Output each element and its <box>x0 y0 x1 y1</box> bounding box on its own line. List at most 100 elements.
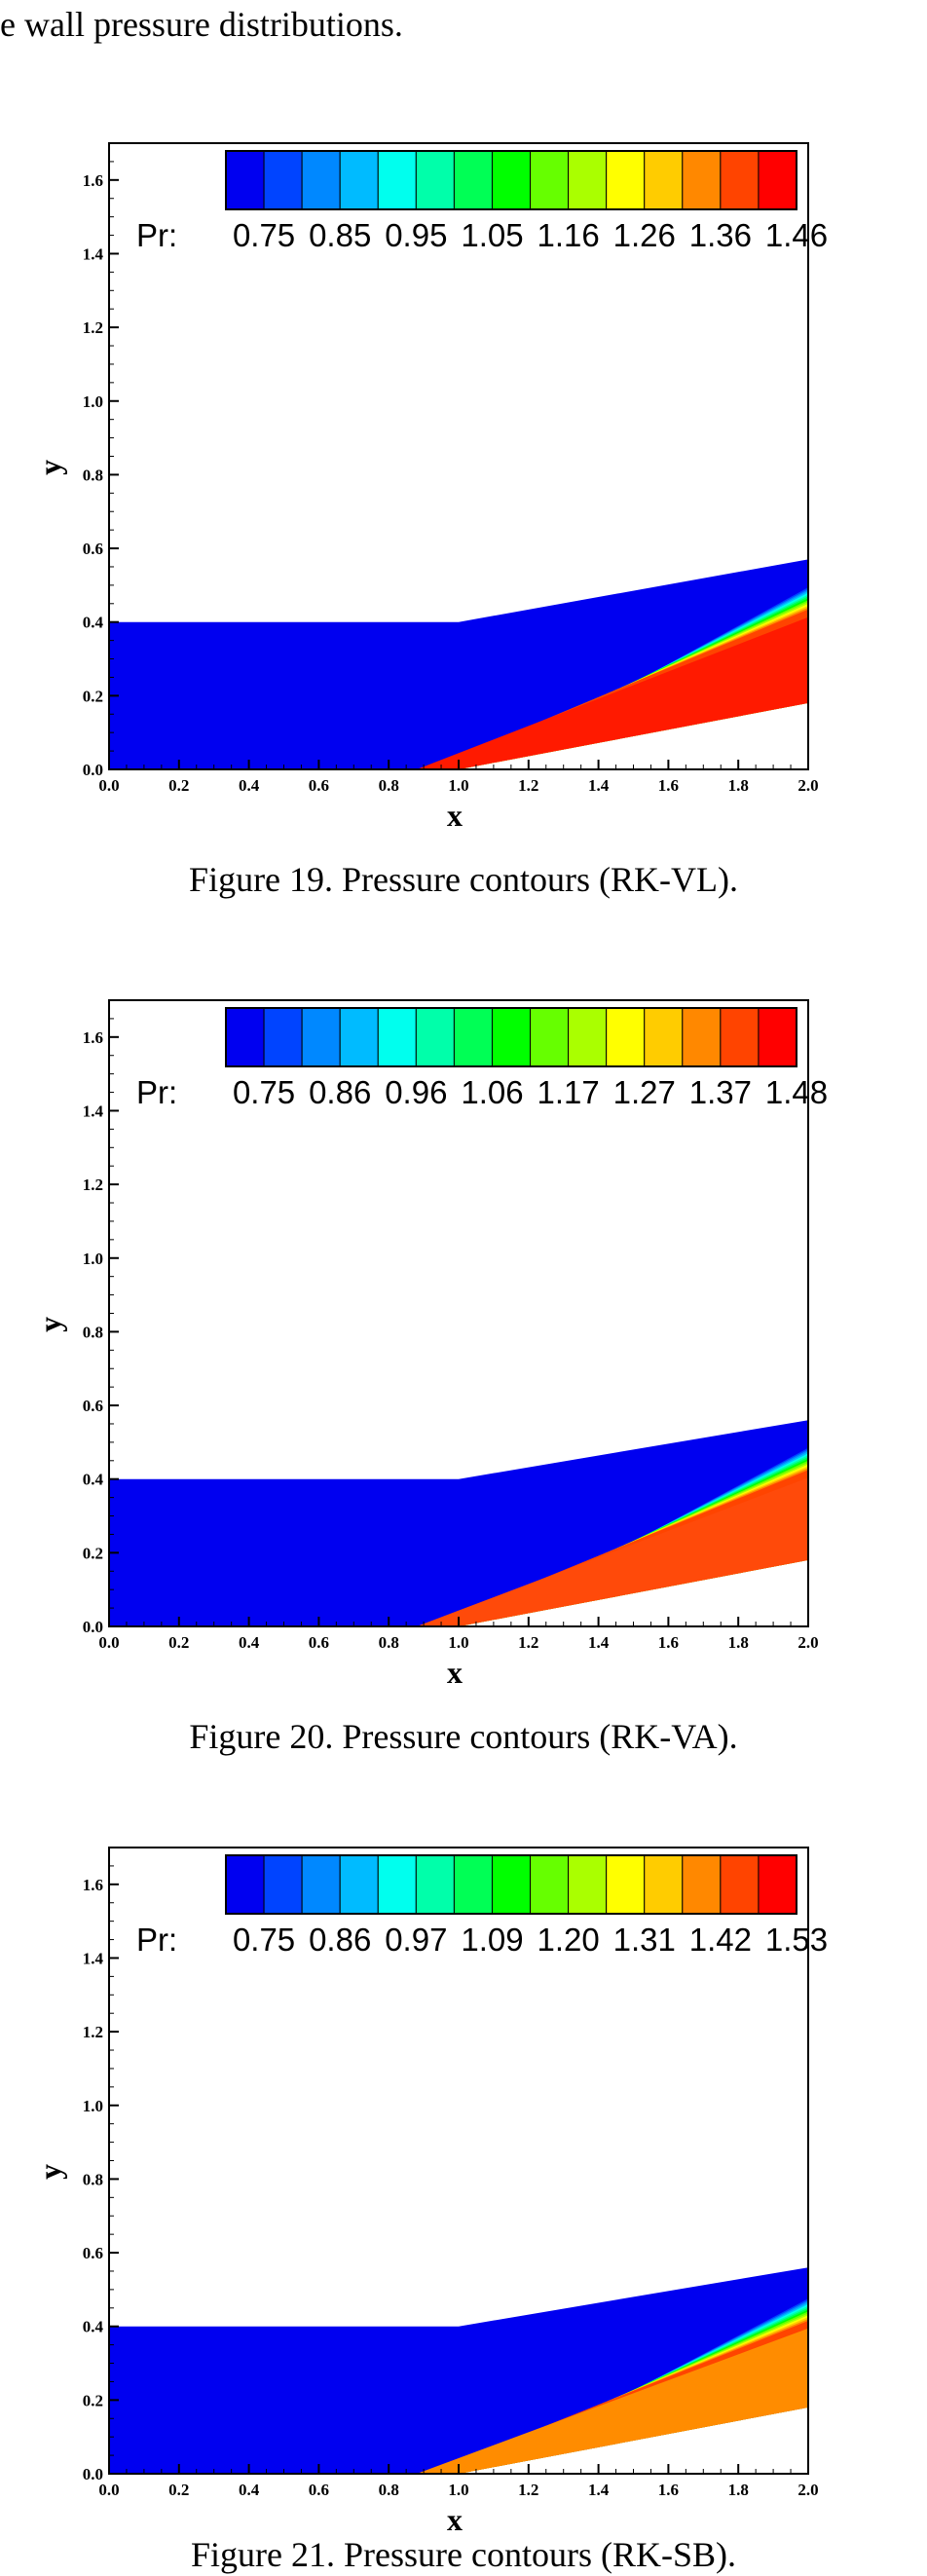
x-tick-label: 2.0 <box>797 2481 818 2499</box>
y-axis-label: y <box>32 1317 67 1332</box>
x-tick-label: 1.0 <box>448 2481 468 2499</box>
legend-swatch <box>453 150 493 210</box>
legend-swatch <box>530 1007 570 1067</box>
legend-swatch <box>415 1007 455 1067</box>
legend-level-label: 1.27 <box>613 1074 676 1110</box>
legend-swatch <box>415 150 455 210</box>
legend-swatch <box>606 1007 646 1067</box>
x-tick-label: 0.2 <box>168 1633 189 1652</box>
legend-swatch <box>377 1007 417 1067</box>
legend-swatch <box>339 1007 379 1067</box>
color-legend: Pr: 0.75 0.86 0.96 1.06 1.17 1.27 1.37 1.48 <box>136 1007 828 1110</box>
pre-shock-region <box>109 559 808 769</box>
legend-swatch <box>225 150 265 210</box>
legend-swatch <box>301 1007 341 1067</box>
legend-swatch <box>758 1007 797 1067</box>
legend-level-label: 0.86 <box>309 1922 371 1958</box>
x-tick-label: 0.8 <box>379 776 399 795</box>
figure-caption: Figure 20. Pressure contours (RK-VA). <box>189 1717 738 1756</box>
legend-swatch <box>682 1854 722 1915</box>
y-tick-label: 0.4 <box>83 1471 104 1489</box>
y-tick-label: 1.4 <box>83 244 104 263</box>
y-axis-label: y <box>32 2164 67 2180</box>
x-tick-label: 0.2 <box>168 2481 189 2499</box>
legend-swatch <box>644 1854 684 1915</box>
legend-level-label: 1.53 <box>765 1922 828 1958</box>
y-tick-label: 0.8 <box>83 466 103 484</box>
x-tick-label: 0.2 <box>168 776 189 795</box>
y-tick-label: 0.0 <box>83 1618 103 1636</box>
x-tick-label: 0.0 <box>98 2481 119 2499</box>
legend-swatch <box>301 150 341 210</box>
x-tick-label: 0.0 <box>98 776 119 795</box>
legend-swatch <box>720 150 760 210</box>
legend-level-label: 0.95 <box>385 217 447 253</box>
legend-label: Pr: <box>136 1922 177 1958</box>
y-tick-label: 0.0 <box>83 761 103 779</box>
y-tick-label: 0.8 <box>83 2170 103 2188</box>
legend-level-label: 0.75 <box>233 1922 295 1958</box>
legend-level-label: 0.96 <box>385 1074 447 1110</box>
x-tick-label: 0.4 <box>239 2481 260 2499</box>
x-tick-label: 0.0 <box>98 1633 119 1652</box>
legend-swatch <box>225 1854 265 1915</box>
legend-level-label: 1.46 <box>765 217 828 253</box>
y-tick-label: 0.2 <box>83 2391 103 2409</box>
x-tick-label: 1.6 <box>658 1633 679 1652</box>
legend-frame <box>225 150 797 210</box>
legend-swatch <box>682 1007 722 1067</box>
legend-swatch <box>263 1854 303 1915</box>
x-tick-label: 1.0 <box>448 776 468 795</box>
x-tick-label: 1.8 <box>728 776 749 795</box>
color-legend: Pr: 0.75 0.86 0.97 1.09 1.20 1.31 1.42 1.53 <box>136 1854 828 1958</box>
legend-swatch <box>225 1007 265 1067</box>
x-tick-label: 0.6 <box>309 1633 329 1652</box>
legend-level-label: 1.31 <box>613 1922 676 1958</box>
legend-level-label: 1.48 <box>765 1074 828 1110</box>
legend-swatch <box>530 150 570 210</box>
x-tick-label: 2.0 <box>797 1633 818 1652</box>
x-tick-label: 0.4 <box>239 1633 260 1652</box>
legend-swatch <box>606 150 646 210</box>
x-axis-label: x <box>447 2502 463 2537</box>
figure-caption: Figure 21. Pressure contours (RK-SB). <box>191 2535 736 2574</box>
x-tick-label: 1.2 <box>518 1633 538 1652</box>
y-tick-label: 0.4 <box>83 2318 104 2336</box>
legend-level-label: 0.86 <box>309 1074 371 1110</box>
legend-level-label: 0.85 <box>309 217 371 253</box>
flow-field <box>109 559 808 769</box>
legend-level-label: 1.20 <box>537 1922 599 1958</box>
x-tick-label: 0.6 <box>309 776 329 795</box>
x-tick-label: 0.8 <box>379 1633 399 1652</box>
legend-swatch <box>568 1007 608 1067</box>
intro-text: e wall pressure distributions. <box>0 5 403 44</box>
x-tick-label: 1.4 <box>588 1633 610 1652</box>
legend-swatch <box>568 150 608 210</box>
y-tick-label: 1.0 <box>83 392 103 411</box>
legend-swatch <box>491 1007 532 1067</box>
y-tick-label: 0.2 <box>83 687 103 705</box>
y-tick-label: 0.6 <box>83 2244 103 2262</box>
y-tick-label: 1.2 <box>83 1176 103 1194</box>
legend-level-label: 0.75 <box>233 1074 295 1110</box>
legend-label: Pr: <box>136 1074 177 1110</box>
legend-swatch <box>377 1854 417 1915</box>
legend-level-label: 1.09 <box>461 1922 523 1958</box>
legend-swatch <box>720 1007 760 1067</box>
legend-swatch <box>682 150 722 210</box>
x-tick-label: 1.6 <box>658 2481 679 2499</box>
legend-label: Pr: <box>136 217 177 253</box>
figure-19: 0.0 0.2 0.4 0.6 0.8 1.0 1.2 1.4 1.6 1.8 2.0 0.0 0.2 0… <box>0 127 927 915</box>
x-axis-label: x <box>447 1655 463 1690</box>
legend-swatch <box>301 1854 341 1915</box>
y-tick-label: 1.6 <box>83 171 103 190</box>
y-tick-label: 1.4 <box>83 1949 104 1967</box>
x-tick-label: 0.8 <box>379 2481 399 2499</box>
legend-swatch <box>263 1007 303 1067</box>
y-tick-label: 1.0 <box>83 2097 103 2115</box>
legend-swatch <box>491 1854 532 1915</box>
x-tick-label: 1.0 <box>448 1633 468 1652</box>
x-tick-label: 1.8 <box>728 1633 749 1652</box>
y-tick-label: 0.6 <box>83 540 103 558</box>
y-tick-label: 1.0 <box>83 1250 103 1268</box>
